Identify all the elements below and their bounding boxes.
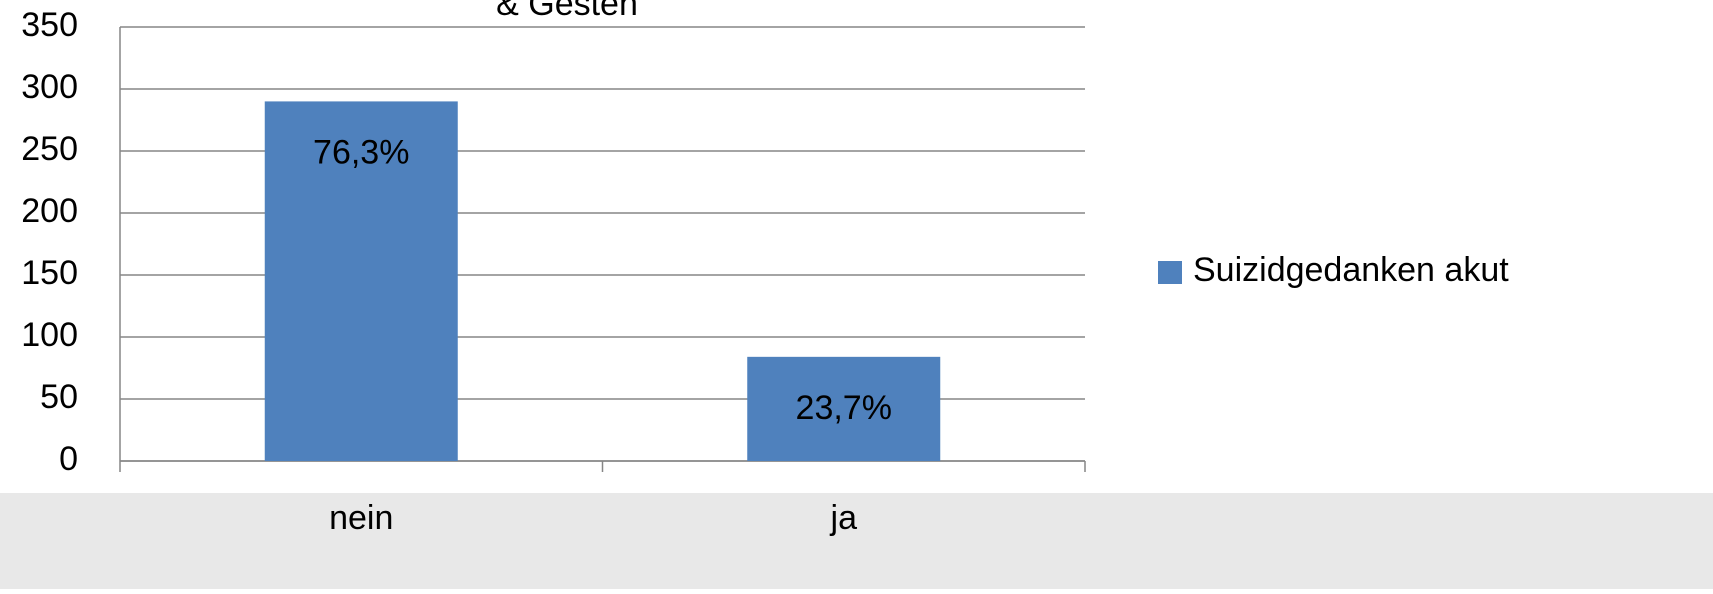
y-tick-label: 0 [59,440,78,478]
y-tick-label: 300 [21,68,78,106]
x-tick-label: ja [830,499,858,537]
bar-annotation: 76,3% [313,133,409,171]
legend-label: Suizidgedanken akut [1193,251,1509,289]
y-tick-label: 50 [40,378,78,416]
y-tick-label: 350 [21,6,78,44]
y-tick-label: 150 [21,254,78,292]
bar [747,356,941,461]
y-tick-label: 200 [21,192,78,230]
legend-swatch [1158,261,1182,284]
chart-title: & Gesten [496,0,638,23]
bar-annotation: 23,7% [796,389,892,427]
y-tick-label: 250 [21,130,78,168]
x-tick-label: nein [329,499,393,537]
category-band [0,493,1713,589]
bar [264,101,458,462]
y-tick-label: 100 [21,316,78,354]
